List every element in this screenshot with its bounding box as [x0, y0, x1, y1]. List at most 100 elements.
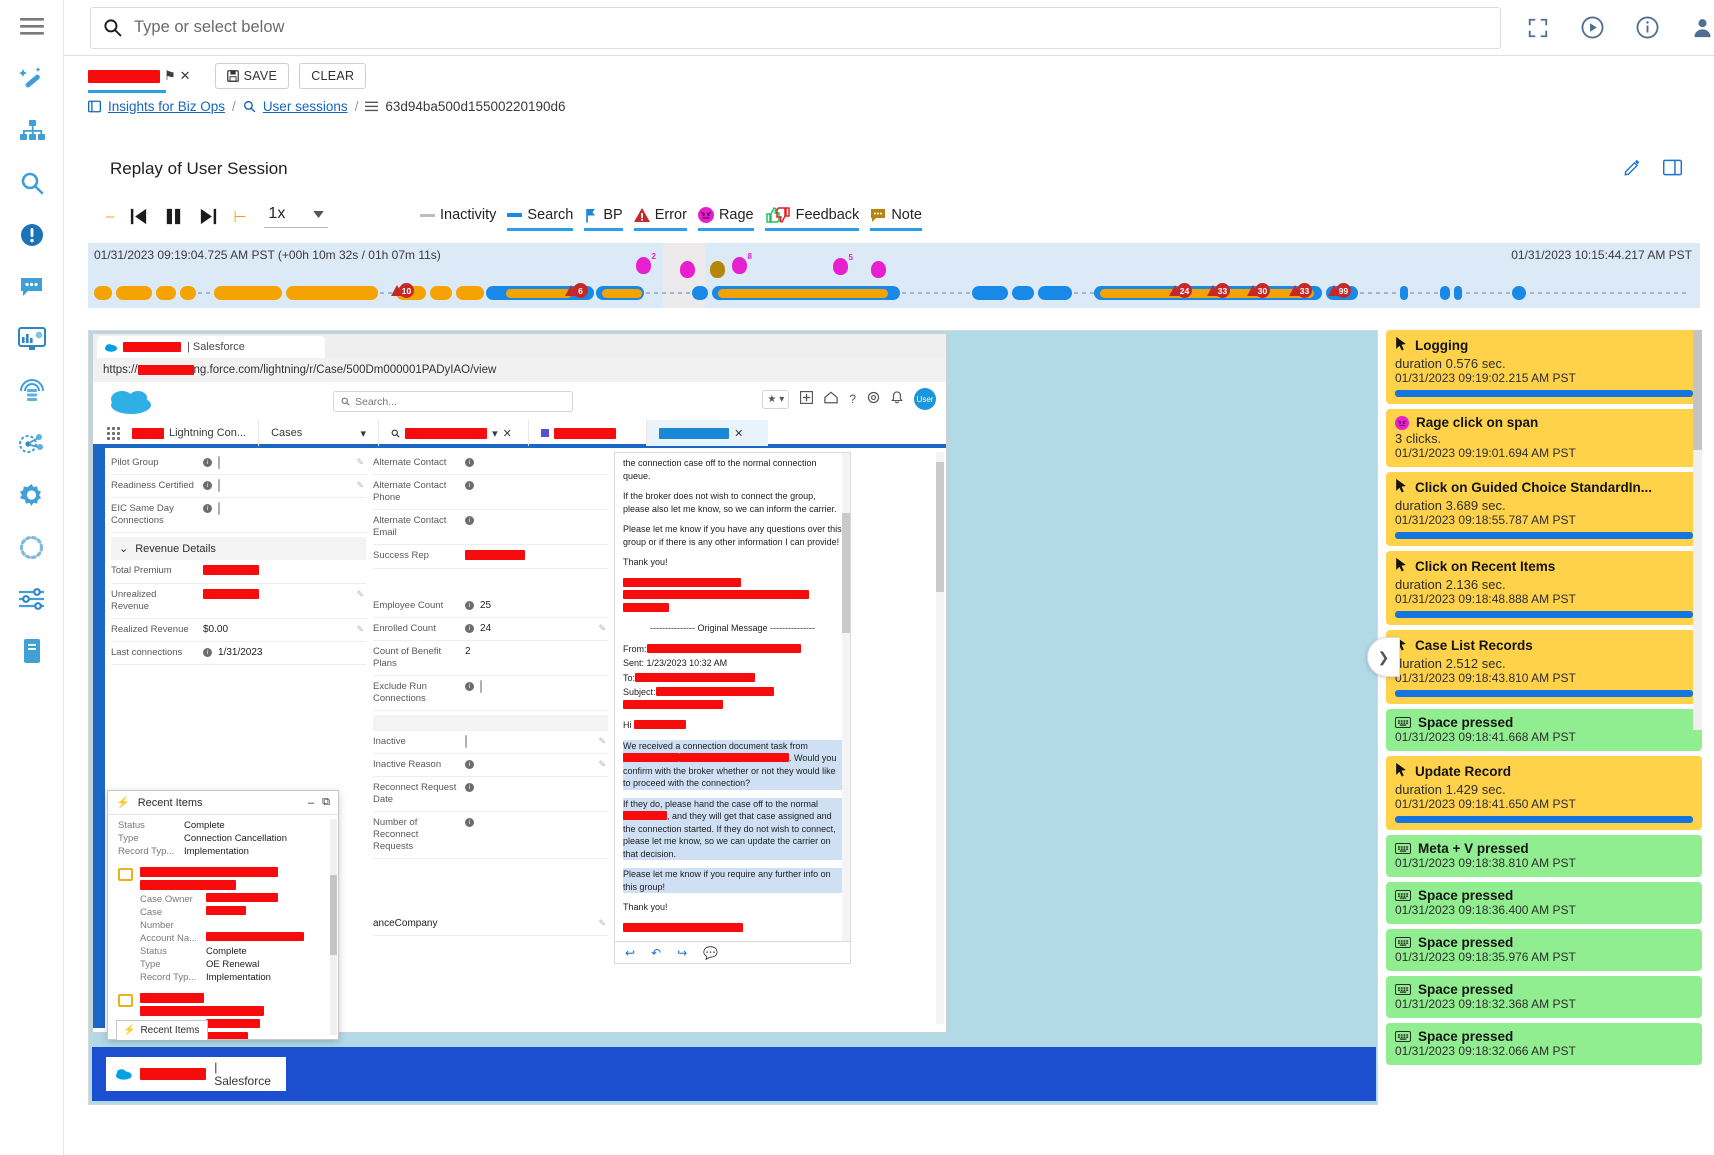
field-exclude-run-connections[interactable]: Exclude Run Connections i [373, 676, 608, 711]
app-launcher-icon[interactable] [107, 426, 120, 440]
error-marker[interactable]: 99 [1328, 283, 1351, 298]
event-card[interactable]: Meta + V pressed 01/31/2023 09:18:38.810 … [1386, 835, 1702, 877]
list-item[interactable]: Case Owner Case Number Account Na... Sta… [118, 867, 330, 984]
error-marker[interactable]: 10 [391, 283, 414, 298]
reply-icon[interactable]: ↩ [625, 945, 636, 960]
service-flow-icon[interactable] [10, 424, 54, 462]
rage-marker[interactable] [680, 261, 695, 278]
list-item[interactable]: Status Complete Type Connection Cancella… [118, 819, 330, 858]
rage-marker[interactable]: 8 [732, 252, 752, 274]
info-icon[interactable]: i [465, 783, 474, 792]
sliders-icon[interactable] [10, 580, 54, 618]
session-event-list[interactable]: Logging duration 0.576 sec. 01/31/2023 09:… [1386, 330, 1702, 1155]
legend-item-inactivity[interactable]: Inactivity [420, 205, 496, 231]
event-card[interactable]: Click on Guided Choice StandardIn... dura… [1386, 472, 1702, 546]
pencil-icon[interactable]: ✎ [356, 457, 364, 467]
legend-item-rage[interactable]: Rage [697, 205, 754, 231]
field-inactive[interactable]: Inactive ✎ [373, 731, 608, 754]
field-inactive-reason[interactable]: Inactive Reason i ✎ [373, 754, 608, 777]
field-pilot-group[interactable]: Pilot Group i ✎ [111, 452, 366, 475]
gear-icon[interactable] [10, 476, 54, 514]
legend-item-bp[interactable]: BP [584, 205, 623, 231]
field-total-premium[interactable]: Total Premium [111, 560, 366, 584]
legend-item-note[interactable]: Note [870, 205, 922, 231]
bell-icon[interactable] [891, 391, 903, 407]
help-icon[interactable]: ? [849, 392, 856, 406]
database-icon[interactable] [10, 372, 54, 410]
event-card[interactable]: Logging duration 0.576 sec. 01/31/2023 09:… [1386, 330, 1702, 404]
info-icon[interactable]: i [465, 458, 474, 467]
pencil-icon[interactable]: ✎ [356, 624, 364, 634]
legend-item-feedback[interactable]: Feedback [764, 205, 860, 231]
rage-marker[interactable] [871, 261, 886, 278]
field-count-of-benefit-plans[interactable]: Count of Benefit Plans 2 [373, 641, 608, 676]
pencil-icon[interactable]: ✎ [598, 918, 606, 928]
pencil-icon[interactable]: ✎ [598, 623, 606, 633]
pencil-icon[interactable]: ✎ [598, 759, 606, 769]
error-marker[interactable]: 24 [1169, 283, 1192, 298]
pin-icon[interactable]: ⚑ [164, 68, 176, 83]
step-back-button[interactable] [122, 206, 155, 227]
timeline-track[interactable] [88, 283, 1700, 305]
info-circle-icon[interactable] [1636, 16, 1659, 39]
error-marker[interactable]: 6 [565, 283, 588, 298]
recent-items-panel[interactable]: ⚡ Recent Items – ⧉ Status Complete Type … [107, 790, 339, 1040]
info-icon[interactable]: i [465, 682, 474, 691]
info-icon[interactable]: i [203, 458, 212, 467]
info-icon[interactable]: i [203, 504, 212, 513]
field-number-of-reconnect-requests[interactable]: Number of Reconnect Requests i [373, 812, 608, 859]
salesforce-search-input[interactable]: Search... [333, 391, 573, 412]
conversation-icon[interactable] [10, 268, 54, 306]
minimize-icon[interactable]: – [308, 796, 315, 809]
event-list-scrollbar[interactable] [1693, 330, 1702, 730]
active-filter-chip[interactable]: ⚑ ✕ [88, 68, 191, 93]
field-alternate-contact-phone[interactable]: Alternate Contact Phone i [373, 475, 608, 510]
start-marker-icon[interactable]: – [106, 208, 115, 225]
section-revenue-details[interactable]: ⌄ Revenue Details [111, 537, 366, 560]
event-card[interactable]: Click on Recent Items duration 2.136 sec.… [1386, 551, 1702, 625]
recent-items-list[interactable]: Status Complete Type Connection Cancella… [108, 815, 338, 1039]
playback-speed-select[interactable]: 1x [264, 205, 329, 228]
recent-items-scrollbar[interactable] [330, 819, 337, 1035]
forward-icon[interactable]: ↪ [677, 945, 688, 960]
field-enrolled-count[interactable]: Enrolled Count i 24 ✎ [373, 618, 608, 641]
close-icon[interactable]: ✕ [502, 427, 512, 440]
field-alternate-contact[interactable]: Alternate Contact i [373, 452, 608, 475]
clear-button[interactable]: CLEAR [299, 63, 367, 89]
legend-item-search[interactable]: Search [507, 205, 574, 231]
field-eic-same-day-connections[interactable]: EIC Same Day Connections i [111, 498, 366, 533]
user-account-icon[interactable] [1691, 16, 1714, 39]
checkbox[interactable] [218, 456, 220, 469]
error-marker[interactable]: 33 [1207, 283, 1230, 298]
browser-tab[interactable]: | Salesforce [97, 336, 325, 358]
problems-icon[interactable] [10, 216, 54, 254]
pencil-icon[interactable]: ✎ [356, 480, 364, 490]
note-marker[interactable] [710, 261, 725, 278]
reply-all-icon[interactable]: ↶ [651, 945, 662, 960]
event-card[interactable]: Rage click on span 3 clicks. 01/31/2023 09… [1386, 409, 1702, 467]
info-icon[interactable]: i [465, 624, 474, 633]
field-success-rep[interactable]: Success Rep [373, 545, 608, 569]
field-alternate-contact-email[interactable]: Alternate Contact Email i [373, 510, 608, 545]
sf-app-name-tab[interactable]: Lightning Con... [120, 420, 258, 446]
pencil-icon[interactable] [1624, 159, 1641, 179]
error-marker[interactable]: 30 [1247, 283, 1270, 298]
recent-items-docked-tab[interactable]: ⚡ Recent Items [116, 1020, 208, 1040]
browser-url-bar[interactable]: https:// ng.force.com/lightning/r/Case/50… [93, 358, 946, 382]
field-employee-count[interactable]: Employee Count i 25 [373, 595, 608, 618]
checkbox[interactable] [480, 680, 482, 693]
chevron-down-icon[interactable]: ▾ [360, 427, 367, 440]
email-body-panel[interactable]: the connection case off to the normal co… [614, 452, 851, 942]
save-button[interactable]: SAVE [214, 63, 290, 89]
sf-tab-record-b[interactable]: ✕ [646, 420, 769, 446]
info-icon[interactable]: i [465, 818, 474, 827]
monitor-chart-icon[interactable] [10, 320, 54, 358]
gear-icon[interactable] [867, 391, 880, 407]
event-card[interactable]: Update Record duration 1.429 sec. 01/31/20… [1386, 756, 1702, 830]
info-icon[interactable]: i [465, 481, 474, 490]
checkbox[interactable] [218, 479, 220, 492]
book-icon[interactable] [10, 632, 54, 670]
record-scrollbar[interactable] [936, 452, 944, 1024]
event-card[interactable]: Space pressed 01/31/2023 09:18:36.400 AM … [1386, 882, 1702, 924]
comment-icon[interactable]: 💬 [703, 945, 719, 960]
